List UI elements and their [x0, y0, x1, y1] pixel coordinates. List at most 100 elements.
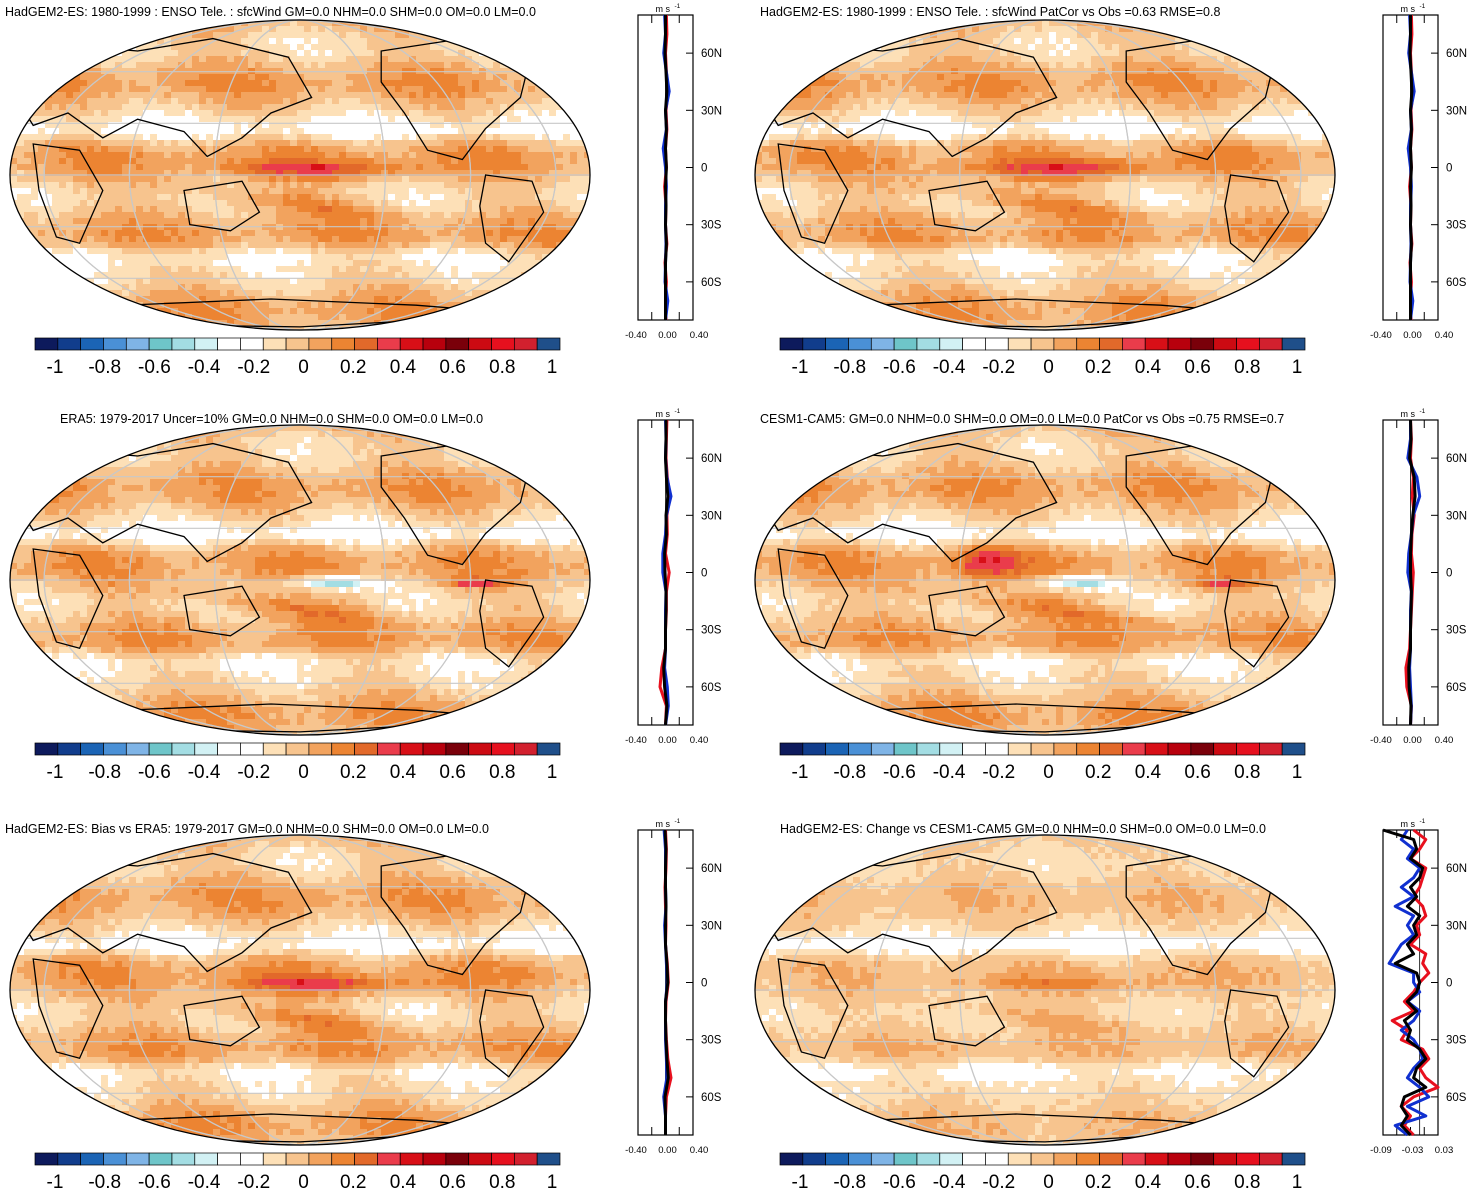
colorbar-label: -1 [792, 1172, 809, 1193]
colorbar-swatch [469, 1153, 492, 1165]
colorbar-label: 1 [547, 1172, 558, 1193]
profile-units-exponent: -1 [1420, 3, 1426, 10]
colorbar-swatch [1237, 1153, 1260, 1165]
profile-lat-label: 0 [1446, 978, 1452, 990]
colorbar-label: -0.4 [188, 762, 221, 783]
colorbar-label: -0.6 [138, 762, 171, 783]
profile-units: m s [1401, 409, 1416, 419]
colorbar-label: 0.8 [1234, 357, 1260, 378]
profile-lat-label: 60S [701, 1092, 722, 1104]
colorbar-swatch [286, 1153, 309, 1165]
colorbar-swatch [803, 743, 826, 755]
colorbar-swatch [1031, 743, 1054, 755]
colorbar-swatch [355, 1153, 378, 1165]
colorbar-label: 0.8 [1234, 762, 1260, 783]
profile-lat-label: 30S [1446, 625, 1467, 637]
colorbar-label: 0.4 [1135, 357, 1162, 378]
colorbar-swatch [332, 338, 355, 350]
colorbar-swatch [149, 743, 172, 755]
colorbar-label: -1 [47, 357, 64, 378]
panel-title: HadGEM2-ES: 1980-1999 : ENSO Tele. : sfc… [760, 5, 1220, 19]
profile-lat-label: 30N [1446, 920, 1467, 932]
profile-lat-label: 60S [1446, 1092, 1467, 1104]
colorbar-swatch [218, 743, 241, 755]
panel-title: HadGEM2-ES: 1980-1999 : ENSO Tele. : sfc… [5, 5, 536, 19]
colorbar-swatch [1214, 338, 1237, 350]
colorbar-swatch [803, 338, 826, 350]
profile-units-exponent: -1 [1420, 818, 1426, 825]
colorbar-swatch [917, 743, 940, 755]
colorbar-label: 0 [1043, 762, 1054, 783]
colorbar-swatch [377, 743, 400, 755]
profile-lat-label: 30N [701, 510, 722, 522]
colorbar-swatch [492, 338, 515, 350]
colorbar-label: -1 [792, 357, 809, 378]
colorbar-swatch [240, 1153, 263, 1165]
profile-units-exponent: -1 [675, 408, 681, 415]
colorbar-swatch [218, 1153, 241, 1165]
colorbar-label: -0.6 [883, 1172, 916, 1193]
colorbar-label: 0.4 [390, 357, 417, 378]
colorbar-swatch [1054, 338, 1077, 350]
colorbar-label: 0.8 [489, 1172, 515, 1193]
colorbar-label: -0.8 [833, 1172, 866, 1193]
colorbar-label: 0.2 [1085, 1172, 1111, 1193]
profile-lat-label: 60S [1446, 277, 1467, 289]
colorbar-swatch [1054, 743, 1077, 755]
colorbar-swatch [263, 338, 286, 350]
colorbar-swatch [423, 743, 446, 755]
colorbar-swatch [1031, 338, 1054, 350]
colorbar-swatch [1122, 1153, 1145, 1165]
colorbar-swatch [1100, 743, 1123, 755]
colorbar-swatch [1008, 338, 1031, 350]
colorbar-label: -0.8 [88, 762, 121, 783]
colorbar-swatch [377, 1153, 400, 1165]
colorbar-label: -0.4 [933, 762, 966, 783]
colorbar-label: 1 [1292, 357, 1303, 378]
colorbar-swatch [1008, 743, 1031, 755]
profile-lat-label: 0 [1446, 568, 1452, 580]
colorbar-swatch [848, 743, 871, 755]
profile-lat-label: 60S [1446, 682, 1467, 694]
profile-xtick-label: -0.40 [1370, 735, 1392, 746]
colorbar-swatch [58, 743, 81, 755]
colorbar-swatch [848, 1153, 871, 1165]
colorbar-label: 0.2 [340, 762, 366, 783]
colorbar-label: 0.6 [1184, 762, 1210, 783]
profile-xtick-label: 0.00 [658, 735, 677, 746]
colorbar-swatch [332, 1153, 355, 1165]
colorbar-swatch [240, 743, 263, 755]
colorbar-swatch [1237, 743, 1260, 755]
colorbar-label: -0.4 [188, 1172, 221, 1193]
colorbar-swatch [263, 743, 286, 755]
profile-xtick-label: 0.40 [1435, 330, 1454, 341]
colorbar-label: 0.2 [1085, 357, 1111, 378]
colorbar-swatch [780, 743, 803, 755]
colorbar-swatch [537, 338, 560, 350]
colorbar-label: -0.6 [138, 1172, 171, 1193]
colorbar-swatch [35, 1153, 58, 1165]
colorbar-swatch [1282, 338, 1305, 350]
colorbar-swatch [103, 743, 126, 755]
profile-xtick-label: -0.40 [625, 1145, 647, 1156]
colorbar-swatch [826, 1153, 849, 1165]
colorbar-swatch [423, 1153, 446, 1165]
colorbar-swatch [172, 338, 195, 350]
profile-lat-label: 60N [701, 863, 722, 875]
profile-xtick-label: -0.09 [1370, 1145, 1392, 1156]
profile-units-exponent: -1 [1420, 408, 1426, 415]
colorbar-swatch [81, 1153, 104, 1165]
colorbar-label: 0.4 [1135, 762, 1162, 783]
colorbar-swatch [1054, 1153, 1077, 1165]
profile-lat-label: 30S [1446, 220, 1467, 232]
profile-xtick-label: -0.03 [1402, 1145, 1424, 1156]
